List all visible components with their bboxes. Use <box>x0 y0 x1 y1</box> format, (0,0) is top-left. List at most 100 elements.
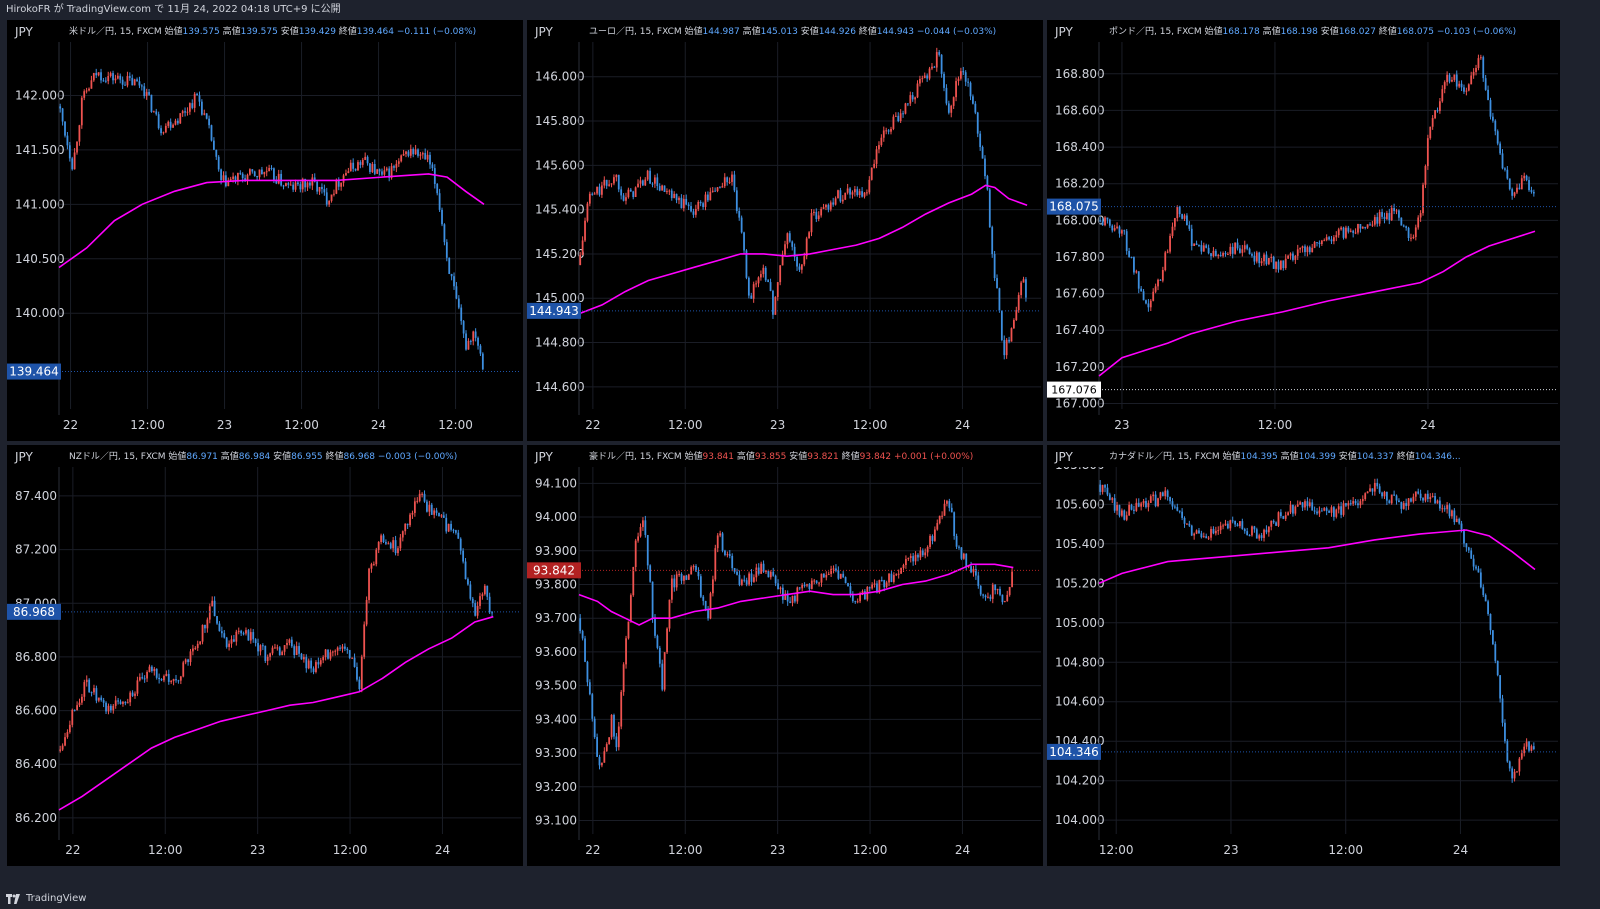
candle-body <box>1398 500 1400 503</box>
candle-body <box>663 185 666 193</box>
candle-body <box>235 631 238 642</box>
y-tick-label: 144.800 <box>535 336 585 350</box>
candle-body <box>878 580 881 593</box>
candle-body <box>1516 187 1518 193</box>
x-tick-label: 12:00 <box>668 418 703 432</box>
chart-panel-eurjpy[interactable]: 146.200146.000145.800145.600145.400145.2… <box>527 20 1043 441</box>
chart-panel-cadjpy[interactable]: 105.800105.600105.400105.200105.000104.8… <box>1047 445 1560 866</box>
chart-usdjpy[interactable]: 142.000 141.500 141.000 140.500 140.000 22 12:… <box>7 20 523 441</box>
x-tick-label: 12:00 <box>284 418 319 432</box>
candle-body <box>1323 508 1326 511</box>
candle-body <box>295 646 298 656</box>
candle-body <box>1417 491 1420 494</box>
candle-body <box>721 186 724 188</box>
candle-body <box>1390 494 1393 504</box>
chart-panel-gbpjpy[interactable]: 169.000168.800168.600168.400168.200168.0… <box>1047 20 1560 441</box>
candle-body <box>282 185 285 187</box>
candle-body <box>259 645 262 652</box>
legend-low: 93.821 <box>807 452 841 462</box>
candle-body <box>393 166 395 168</box>
candle-body <box>1205 536 1208 539</box>
candle-body <box>1272 256 1275 269</box>
candle-body <box>733 174 736 191</box>
candle-body <box>1133 509 1135 511</box>
candle-body <box>1431 495 1434 498</box>
candle-body <box>709 192 712 201</box>
candle-body <box>957 78 960 82</box>
candle-body <box>1145 501 1147 508</box>
candle-body <box>188 103 191 112</box>
candle-body <box>1248 248 1251 255</box>
candle-body <box>1008 586 1011 595</box>
candle-body <box>610 714 613 738</box>
y-tick-label: 105.600 <box>1055 497 1105 511</box>
candle-body <box>81 696 83 703</box>
candle-body <box>923 75 926 79</box>
candle-body <box>892 116 895 129</box>
chart-eurjpy[interactable]: 146.200146.000145.800145.600145.400145.2… <box>527 20 1043 441</box>
candle-body <box>1491 630 1494 645</box>
candle-body <box>404 523 407 532</box>
chart-nzdjpy[interactable]: 87.40087.20087.00086.80086.60086.40086.2… <box>7 445 523 866</box>
legend-close: 168.075 <box>1397 27 1437 37</box>
candle-body <box>429 154 431 165</box>
chart-cadjpy[interactable]: 105.800105.600105.400105.200105.000104.8… <box>1047 445 1560 866</box>
candle-body <box>890 573 893 582</box>
candle-body <box>359 162 362 165</box>
extra-price-tag <box>1047 381 1101 398</box>
legend-close-label: 終値 <box>842 450 860 462</box>
candle-body <box>1195 243 1198 245</box>
legend-change: −0.103 (−0.06%) <box>1437 27 1516 37</box>
candle-body <box>1455 74 1458 87</box>
candle-body <box>1164 252 1167 271</box>
candle-body <box>781 587 784 600</box>
candle-body <box>1373 482 1376 492</box>
candle-body <box>164 125 167 133</box>
candle-body <box>1504 168 1506 170</box>
candle-body <box>835 568 837 571</box>
candle-body <box>993 254 996 279</box>
candle-body <box>334 650 337 652</box>
candle-body <box>1429 126 1432 139</box>
candle-body <box>1390 207 1393 221</box>
candle-body <box>803 585 806 587</box>
candle-body <box>1193 533 1196 536</box>
chart-gbpjpy[interactable]: 169.000168.800168.600168.400168.200168.0… <box>1047 20 1560 441</box>
candle-body <box>1316 242 1318 244</box>
candle-body <box>167 121 170 126</box>
chart-panel-audjpy[interactable]: 94.100 94.000 93.900 93.800 93.700 93.600 93.5… <box>527 445 1043 866</box>
candle-body <box>1190 228 1193 246</box>
candle-body <box>1520 753 1523 759</box>
chart-panel-nzdjpy[interactable]: 87.400 87.200 87.000 86.800 86.600 86.400 86.2… <box>7 445 523 866</box>
last-price-tag <box>1047 198 1101 215</box>
candle-body <box>1015 310 1018 321</box>
candle-body <box>1463 87 1465 92</box>
candle-body <box>605 744 608 752</box>
candle-body <box>76 141 78 153</box>
candle-body <box>1169 235 1171 252</box>
candle-body <box>348 650 351 658</box>
candle-body <box>293 646 296 656</box>
candle-body <box>1224 252 1227 255</box>
candle-body <box>220 169 222 181</box>
candle-body <box>182 662 185 677</box>
candle-body <box>360 656 363 690</box>
chart-panel-usdjpy[interactable]: 142.000 141.500 141.000 140.500 140.000 22 12:… <box>7 20 523 441</box>
candle-body <box>1020 282 1023 296</box>
candle-body <box>1267 526 1270 533</box>
candle-body <box>1332 507 1335 517</box>
candle-body <box>1496 131 1499 144</box>
candle-body <box>102 80 105 82</box>
candle-body <box>438 512 440 517</box>
legend-open: 168.178 <box>1223 27 1263 37</box>
candle-body <box>813 211 815 213</box>
candle-body <box>1405 226 1408 228</box>
candle-body <box>945 87 948 104</box>
candle-body <box>423 493 426 502</box>
candle-body <box>584 638 586 662</box>
candle-body <box>1253 526 1256 530</box>
candle-body <box>1357 224 1359 233</box>
candle-body <box>388 168 391 178</box>
chart-audjpy[interactable]: 94.100 94.000 93.900 93.800 93.700 93.600 93.5… <box>527 445 1043 866</box>
currency-label: JPY <box>534 25 554 39</box>
